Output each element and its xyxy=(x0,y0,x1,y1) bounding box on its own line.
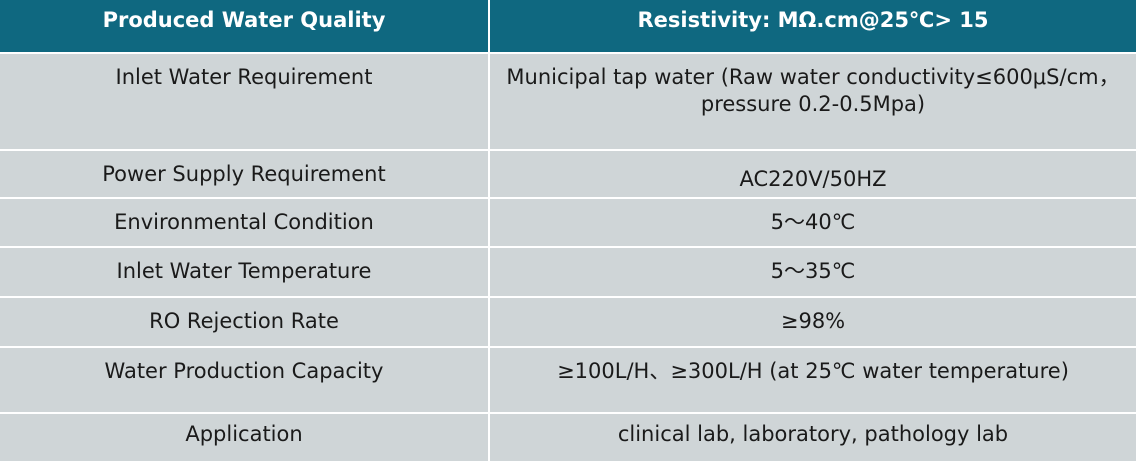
row-label: Inlet Water Temperature xyxy=(116,259,372,283)
header-resistivity: Resistivity: MΩ.cm@25℃> 15 xyxy=(488,0,1136,52)
row-label: Application xyxy=(185,422,303,446)
row-value: 5～35℃ xyxy=(488,248,1136,296)
row-label: RO Rejection Rate xyxy=(149,309,339,333)
row-value: ≥98% xyxy=(488,298,1136,346)
row-label: Water Production Capacity xyxy=(104,359,384,383)
table-row-ro-rejection-rate: RO Rejection Rate ≥98% xyxy=(0,298,1136,346)
header-produced-water-quality: Produced Water Quality xyxy=(102,8,386,32)
table-header-row: Produced Water Quality Resistivity: MΩ.c… xyxy=(0,0,1136,52)
row-value: Municipal tap water (Raw water conductiv… xyxy=(488,54,1136,149)
table-row-inlet-water-temperature: Inlet Water Temperature 5～35℃ xyxy=(0,248,1136,296)
row-label: Power Supply Requirement xyxy=(102,162,386,186)
table-row-application: Application clinical lab, laboratory, pa… xyxy=(0,414,1136,461)
row-value: AC220V/50HZ xyxy=(488,151,1136,197)
row-label: Environmental Condition xyxy=(114,210,374,234)
table-row-water-production-capacity: Water Production Capacity ≥100L/H、≥300L/… xyxy=(0,348,1136,412)
table-row-environmental-condition: Environmental Condition 5～40℃ xyxy=(0,199,1136,246)
row-value: clinical lab, laboratory, pathology lab xyxy=(488,414,1136,461)
row-value-line-1: Municipal tap water (Raw water conductiv… xyxy=(506,65,1120,89)
table-row-inlet-water-requirement: Inlet Water Requirement Municipal tap wa… xyxy=(0,54,1136,149)
table-row-power-supply-requirement: Power Supply Requirement AC220V/50HZ xyxy=(0,151,1136,197)
row-value-line-2: pressure 0.2-0.5Mpa) xyxy=(700,92,926,116)
row-value: ≥100L/H、≥300L/H (at 25℃ water temperatur… xyxy=(488,348,1136,412)
row-label: Inlet Water Requirement xyxy=(115,65,373,89)
row-value: 5～40℃ xyxy=(488,199,1136,246)
